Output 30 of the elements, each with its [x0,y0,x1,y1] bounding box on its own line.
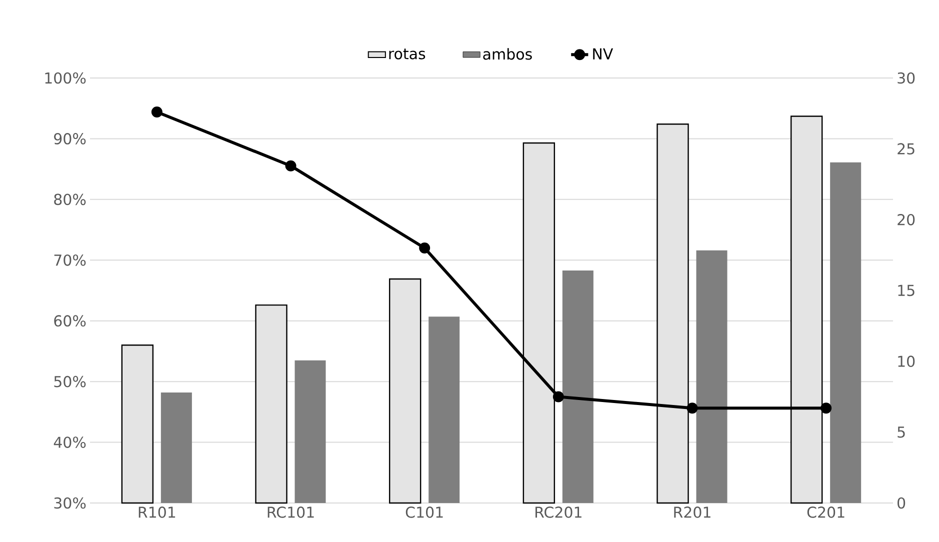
y2-tick-label: 25 [898,143,914,155]
y-tick-label: 30% [54,497,86,509]
point [820,402,832,414]
x-tick-label: R101 [138,506,176,518]
legend-label: ambos [483,48,532,60]
legend-label: rotas [389,48,426,60]
y2-tick-label: 15 [898,284,914,296]
legend-label: NV [593,48,614,60]
y-tick-label: 100% [45,72,86,84]
y2-tick-label: 10 [898,356,915,368]
point [686,402,698,414]
point [419,242,430,254]
y-tick-label: 70% [54,254,86,266]
x-tick-label: RC201 [536,506,582,518]
y2-tick-label: 30 [898,72,915,84]
point [285,160,296,172]
x-tick-label: C101 [406,506,443,518]
y-tick-label: 60% [54,315,86,327]
x-tick-label: C201 [807,506,844,518]
point [151,106,162,118]
y-tick-label: 50% [54,376,86,388]
x-tick-label: R201 [674,506,710,518]
y-tick-label: 40% [54,436,86,448]
x-tick-label: RC101 [268,506,314,518]
y-tick-label: 90% [54,133,86,144]
y2-tick-label: 5 [898,426,905,438]
y2-tick-label: 20 [898,214,915,226]
y2-tick-label: 0 [898,497,906,509]
y-tick-label: 80% [54,194,86,206]
point [552,391,564,402]
